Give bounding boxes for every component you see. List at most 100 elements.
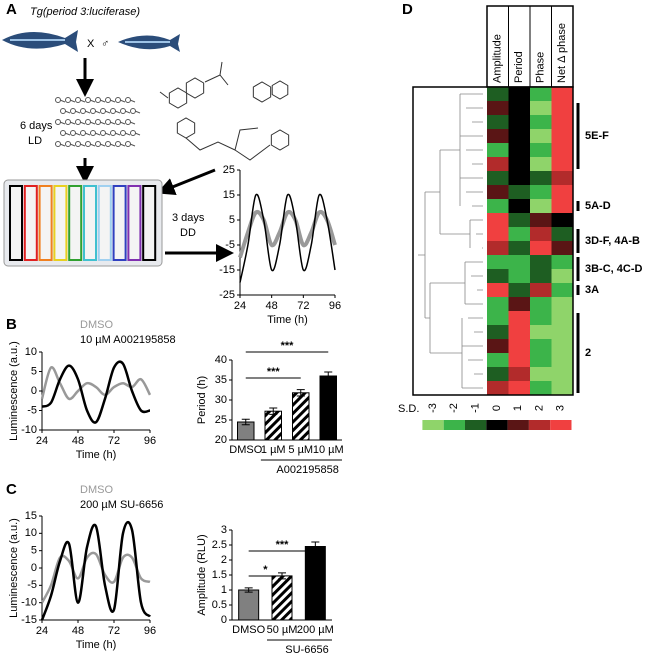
heatmap-cell [508,367,530,382]
embryo [85,97,91,103]
x-axis-label: Time (h) [267,314,308,326]
heatmap-cell [508,157,530,172]
embryo [100,130,106,136]
y-tick-label: 15 [223,189,235,201]
y-tick-label: 0 [31,385,37,397]
x-tick-label: 96 [329,300,341,312]
scale-title: S.D. [398,403,419,415]
embryo [79,99,86,103]
x-tick-label: 72 [108,625,120,637]
x-tick-label: 200 µM [297,624,334,636]
male-symbol: ♂ [101,38,109,50]
y-axis-label: Luminescence (a.u.) [8,341,20,441]
heatmap-cell [487,115,509,130]
heatmap-cell [551,283,573,298]
y-axis-label: Luminescence (a.u.) [8,518,20,618]
series-line [40,366,152,401]
y-tick-label: 1.5 [212,569,227,581]
x-tick-label: 10 µM [313,444,344,456]
embryo [110,108,116,114]
heatmap-cell [487,255,509,270]
heatmap-cell [530,199,552,214]
column-header: Phase [535,52,547,83]
series-line [238,210,337,259]
legend-entry: 10 µM A002195858 [80,334,176,346]
group-label: SU-6656 [285,644,328,656]
heatmap-cell [530,157,552,172]
y-tick-label: 20 [215,434,227,446]
embryo [60,108,66,114]
y-tick-label: -5 [27,404,37,416]
stage-text: 3 days [172,212,205,224]
well-column [83,185,97,261]
chemical-ring [185,77,205,99]
embryo [69,143,76,147]
heatmap-cell [508,199,530,214]
y-tick-label: 0.5 [212,599,227,611]
heatmap-cell [530,353,552,368]
embryo [130,108,136,114]
x-tick-label: DMSO [232,624,265,636]
heatmap-cell [487,283,509,298]
heatmap-cell [551,367,573,382]
embryo [115,119,121,125]
embryo [80,108,86,114]
panel-label: C [6,481,17,498]
embryo [85,119,91,125]
chemical-bond [159,61,271,161]
x-tick-label: 48 [72,625,84,637]
embryo [110,130,116,136]
stage-text: 6 days [20,120,53,132]
y-tick-label: 3 [221,524,227,536]
embryo [79,143,86,147]
heatmap-cell [530,255,552,270]
heatmap-cell [487,339,509,354]
embryo [105,119,111,125]
embryo [114,110,121,114]
embryo [115,141,121,147]
heatmap-cell [551,297,573,312]
heatmap-cell [551,269,573,284]
cluster-label: 5A-D [585,200,611,212]
significance-label: * [263,564,268,576]
group-label: A002195858 [276,464,338,476]
embryo [109,143,116,147]
fish [2,30,180,52]
embryo [70,130,76,136]
bar [304,546,326,621]
y-tick-label: -10 [21,597,37,609]
embryo [119,121,126,125]
embryo [129,99,136,103]
y-tick-label: 10 [25,527,37,539]
embryo [70,108,76,114]
heatmap-cell [530,185,552,200]
heatmap-cell [487,143,509,158]
y-tick-label: 1 [221,584,227,596]
bar [271,575,293,621]
heatmap-cell [530,311,552,326]
y-tick-label: 5 [229,214,235,226]
heatmap-cell [508,115,530,130]
y-tick-label: 30 [215,394,227,406]
embryo [90,130,96,136]
embryo [114,132,121,136]
heatmap-cell [551,87,573,102]
heatmap-cell [487,381,509,396]
well-column [23,185,38,261]
heatmap-cell [508,297,530,312]
dendrogram-box [412,86,574,396]
y-tick-label: -25 [219,289,235,301]
embryo [69,99,76,103]
embryo [55,119,61,125]
stage-text: DD [180,227,196,239]
panel-label: B [6,316,17,333]
heatmap-cell [551,241,573,256]
y-axis-label: Amplitude (RLU) [196,534,208,615]
y-tick-label: 5 [31,365,37,377]
embryo [60,130,66,136]
embryo [130,130,136,136]
well-column [9,185,23,261]
error-bar [269,407,278,415]
heatmap-cell [551,171,573,186]
y-tick-label: 0 [31,562,37,574]
